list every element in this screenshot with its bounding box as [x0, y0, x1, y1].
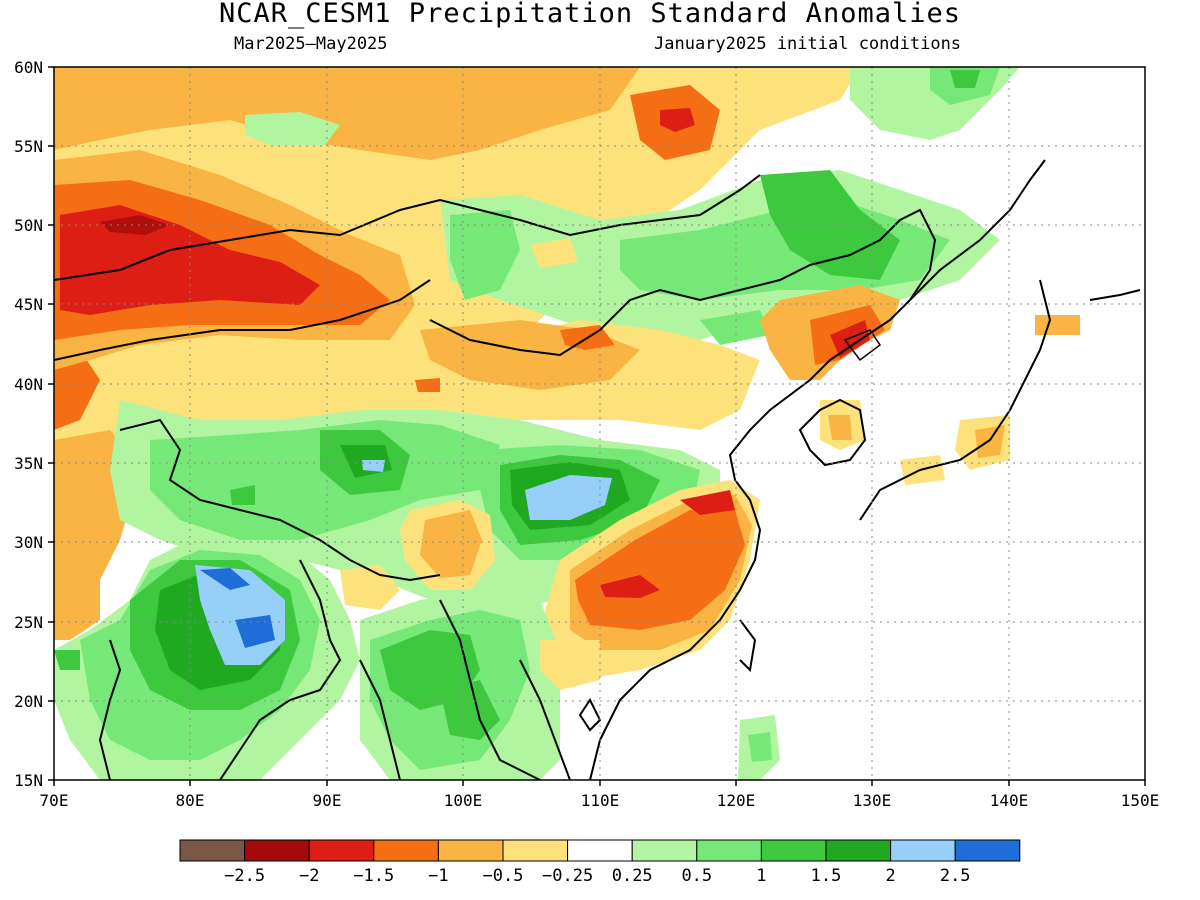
lat-label: 30N: [14, 533, 43, 552]
colorbar-swatch: [954, 839, 1021, 862]
initial-conditions-label: January2025 initial conditions: [654, 34, 962, 54]
map-figure: 60N 55N 50N 45N 40N 35N 30N 25N 20N 15N …: [14, 60, 1160, 886]
colorbar-swatch: [244, 839, 310, 862]
colorbar-swatch: [890, 839, 956, 862]
lon-label: 90E: [313, 791, 342, 810]
colorbar-label: 1: [756, 866, 766, 886]
colorbar-swatch: [308, 839, 375, 862]
colorbar-label: 1.5: [811, 866, 842, 886]
lat-label: 25N: [14, 613, 43, 632]
colorbar-label: −0.25: [542, 866, 593, 886]
colorbar-label: −0.5: [483, 866, 524, 886]
lon-label: 70E: [40, 791, 69, 810]
colorbar-label: −2.5: [224, 866, 265, 886]
lat-label: 15N: [14, 771, 43, 790]
colorbar-swatch: [760, 839, 827, 862]
colorbar-label: 2.5: [940, 866, 971, 886]
colorbar-swatch: [696, 839, 762, 862]
lat-label: 40N: [14, 375, 43, 394]
colorbar-swatch: [179, 839, 246, 862]
colorbar-swatch: [825, 839, 892, 862]
axis-ticks: [48, 66, 1146, 786]
longitude-labels: 70E 80E 90E 100E 110E 120E 130E 140E 150…: [40, 791, 1160, 810]
colorbar-label: 0.5: [681, 866, 712, 886]
colorbar-label: 0.25: [612, 866, 653, 886]
colorbar-swatch: [437, 839, 504, 862]
lat-label: 60N: [14, 60, 43, 77]
map-title: NCAR_CESM1 Precipitation Standard Anomal…: [219, 0, 961, 29]
colorbar-swatch: [631, 839, 698, 862]
colorbar-label: −2: [299, 866, 319, 886]
lon-label: 100E: [444, 791, 483, 810]
anomaly-field: [54, 67, 1145, 780]
lon-label: 120E: [717, 791, 756, 810]
lon-label: 110E: [581, 791, 620, 810]
season-label: Mar2025–May2025: [234, 34, 388, 54]
coastlines: [54, 159, 1141, 780]
latitude-labels: 60N 55N 50N 45N 40N 35N 30N 25N 20N 15N: [14, 60, 43, 790]
lon-label: 80E: [176, 791, 205, 810]
colorbar-swatch: [502, 839, 569, 862]
colorbar-label: −1: [428, 866, 448, 886]
lat-label: 20N: [14, 692, 43, 711]
lat-label: 45N: [14, 295, 43, 314]
colorbar-label: −1.5: [353, 866, 394, 886]
colorbar: −2.5 −2 −1.5 −1 −0.5 −0.25 0.25 0.5 1 1.5 2 2.5: [179, 839, 1021, 886]
lon-label: 140E: [990, 791, 1029, 810]
lat-label: 50N: [14, 216, 43, 235]
lon-label: 150E: [1121, 791, 1160, 810]
lon-label: 130E: [853, 791, 892, 810]
colorbar-label: 2: [885, 866, 895, 886]
colorbar-swatch: [373, 839, 439, 862]
lat-label: 55N: [14, 137, 43, 156]
lat-label: 35N: [14, 454, 43, 473]
colorbar-swatch: [567, 839, 633, 862]
